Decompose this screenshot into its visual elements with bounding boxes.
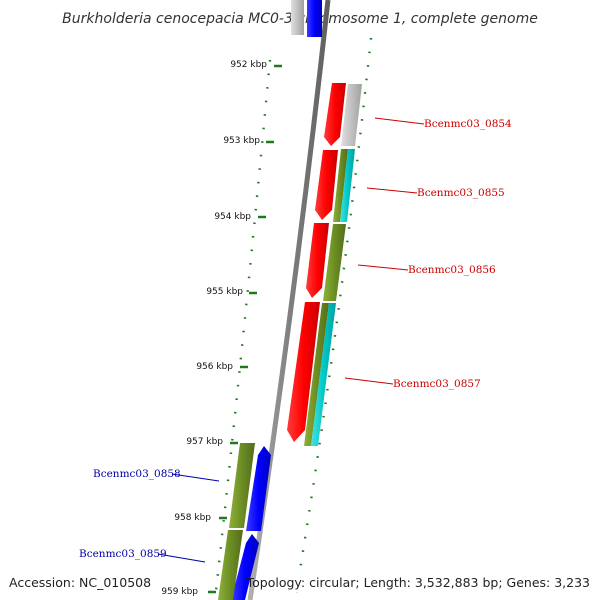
cog-stripe-olive-0855 <box>333 149 348 222</box>
feature-blue-top <box>307 0 322 37</box>
gene-label-0858[interactable]: Bcenmc03_0858 <box>93 468 181 480</box>
cog-stripe-cyan-0855 <box>340 149 355 222</box>
outer-tick-track <box>293 37 373 600</box>
cds-bcenmc03-0858 <box>246 446 271 531</box>
topology-text: Topology: circular; Length: 3,532,883 bp… <box>246 575 590 590</box>
scale-label: 955 kbp <box>206 287 243 297</box>
leader-line-0857 <box>344 377 394 385</box>
footer-background-right <box>258 572 596 592</box>
gene-label-0856[interactable]: Bcenmc03_0856 <box>408 264 496 276</box>
scale-label: 959 kbp <box>161 587 198 597</box>
gene-label-0859[interactable]: Bcenmc03_0859 <box>79 548 167 560</box>
gene-label-0854[interactable]: Bcenmc03_0854 <box>424 118 512 130</box>
cog-stripe-olive-0858 <box>229 443 255 528</box>
cog-stripe-cyan-0857 <box>311 303 336 446</box>
gene-label-0857[interactable]: Bcenmc03_0857 <box>393 378 481 390</box>
cds-bcenmc03-0856 <box>306 223 329 298</box>
scale-label: 952 kbp <box>230 60 267 70</box>
scale-label: 958 kbp <box>174 513 211 523</box>
feature-gray-top <box>291 0 304 35</box>
leader-line-0858 <box>171 473 220 482</box>
accession-text: Accession: NC_010508 <box>9 575 151 590</box>
leader-line-0855 <box>366 187 418 194</box>
scale-label: 954 kbp <box>214 212 251 222</box>
cog-stripe-olive-0859 <box>218 530 243 600</box>
cog-stripe-gray <box>341 84 362 146</box>
leader-line-0856 <box>357 264 409 271</box>
cds-bcenmc03-0857 <box>287 302 320 442</box>
cog-stripe-olive-0856 <box>323 224 346 301</box>
cog-stripe-olive-0857 <box>304 303 329 446</box>
scale-label: 953 kbp <box>223 136 260 146</box>
scale-label: 956 kbp <box>196 362 233 372</box>
leader-line-0859 <box>157 553 206 563</box>
cds-bcenmc03-0855 <box>315 150 338 220</box>
leader-line-0854 <box>374 117 425 125</box>
cds-bcenmc03-0859 <box>231 534 259 600</box>
footer-background <box>4 572 150 592</box>
scale-label: 957 kbp <box>186 437 223 447</box>
cds-bcenmc03-0854 <box>324 83 346 146</box>
gene-label-0855[interactable]: Bcenmc03_0855 <box>417 187 505 199</box>
